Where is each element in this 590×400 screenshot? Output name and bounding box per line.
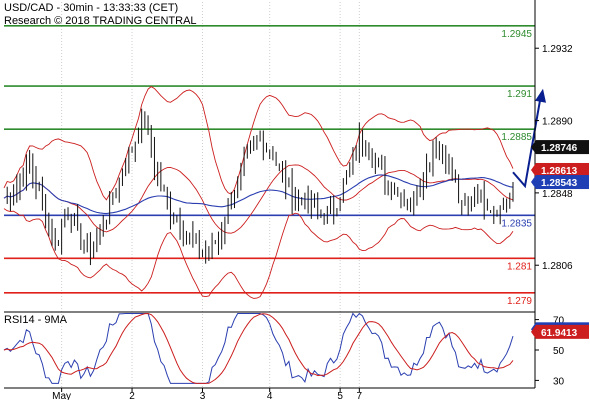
price-badge-0-bg [536,140,589,155]
xtick-label-5: 7 [357,391,363,400]
bollinger-lower [3,208,514,299]
rsi-badge-1-label: 61.9413 [541,328,578,339]
price-badge-2-bg [536,175,589,190]
rsi-ytick-label-1: 50 [553,346,565,357]
xtick-label-2: 3 [200,391,206,400]
price-badge-1-label: 1.28613 [541,166,578,177]
price-badge-2-pointer [531,175,536,190]
resistance-level-1-label: 1.291 [507,89,532,100]
price-badge-1-bg [536,162,589,177]
support-level-0-label: 1.281 [507,261,532,272]
pivot-level-label: 1.2835 [501,218,532,229]
rsi-title: RSI14 - 9MA [4,314,68,326]
price-ytick-label-0: 1.2932 [542,44,573,55]
price-badge-0-pointer [531,140,536,155]
moving-average-short [3,164,514,234]
chart-title: USD/CAD - 30min - 13:33:33 (CET) [4,2,178,14]
price-badge-1-pointer [531,162,536,177]
projection-arrowhead [535,88,546,103]
xtick-label-0: May [52,391,71,400]
xtick-label-1: 2 [129,391,135,400]
price-badge-0-label: 1.28746 [541,143,578,154]
rsi-ytick-label-2: 30 [553,376,565,387]
price-ytick-label-2: 1.2848 [542,189,573,200]
rsi-badge-1-bg [536,324,589,339]
price-badge-2-label: 1.28543 [541,178,578,189]
rsi-ytick-label-0: 70 [553,316,565,327]
resistance-level-0-label: 1.2945 [501,29,532,40]
rsi-badge-1-pointer [531,324,536,339]
xtick-label-3: 4 [267,391,273,400]
bollinger-upper [3,86,514,201]
xtick-label-4: 5 [337,391,343,400]
price-ytick-label-3: 1.2806 [542,261,573,272]
moving-average-long [3,174,514,215]
projection-line [512,94,542,189]
resistance-level-2-label: 1.2885 [501,132,532,143]
price-ytick-label-1: 1.2890 [542,117,573,128]
chart-subtitle: Research © 2018 TRADING CENTRAL [4,15,197,27]
support-level-1-label: 1.279 [507,296,532,307]
rsi-line [3,312,514,384]
rsi-ma-line [3,312,514,384]
